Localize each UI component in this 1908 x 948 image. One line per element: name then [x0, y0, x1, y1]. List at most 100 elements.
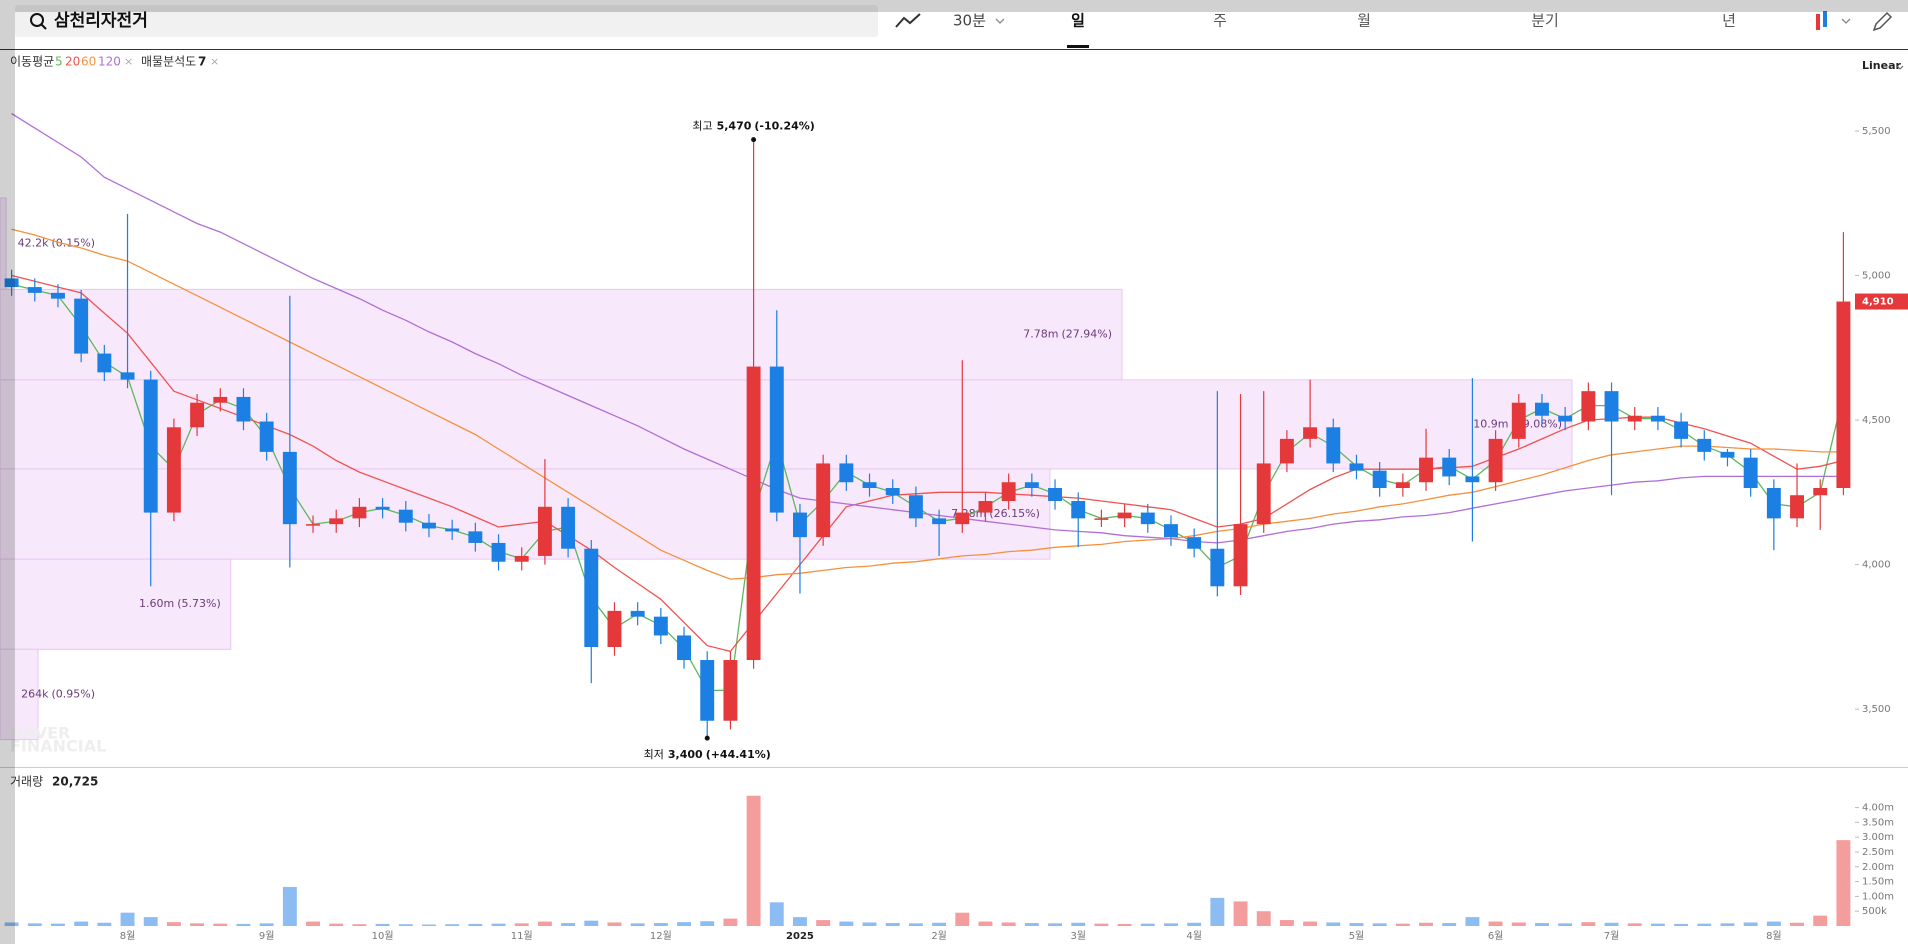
volume-bar [143, 917, 158, 926]
extreme-change: (+44.41%) [706, 748, 771, 761]
volume-tick-label: 500k [1862, 906, 1887, 917]
volume-bar [422, 924, 436, 926]
x-tick-label: 3월 [1070, 930, 1086, 942]
candle-body [166, 427, 181, 513]
candle-body [700, 660, 715, 721]
volume-bar [1465, 917, 1480, 926]
watermark: NAVER [10, 724, 70, 743]
volume-bar [1395, 923, 1410, 926]
volume-bar [51, 923, 65, 926]
volume-bar [908, 923, 923, 926]
candle-body [422, 522, 436, 529]
candle-body [1627, 415, 1642, 422]
y-tick-label: 3,500 [1862, 704, 1891, 715]
volume-bar [97, 922, 112, 926]
remove-ma[interactable]: × [124, 55, 133, 68]
extreme-change: (-10.24%) [754, 120, 814, 133]
volume-bar [677, 922, 691, 926]
volume-bar [653, 923, 668, 926]
candle-icon[interactable] [1816, 14, 1820, 30]
scale-mode[interactable]: Linear [1862, 59, 1901, 72]
ma-legend: 60 [81, 55, 96, 69]
volume-bar [1674, 923, 1689, 926]
volume-bar [793, 917, 807, 926]
volume-bar [1558, 923, 1573, 926]
candle-body [1419, 457, 1433, 483]
period-tab[interactable]: 주 [1213, 12, 1227, 30]
candle-body [607, 610, 622, 648]
volume-bar [213, 923, 228, 926]
volume-bar [1720, 923, 1735, 926]
volume-bar [839, 921, 854, 926]
candle-body [491, 542, 506, 562]
volume-bar [1372, 923, 1387, 926]
volume-bar [1210, 897, 1225, 926]
volume-bar [190, 923, 205, 926]
candle-body [537, 506, 552, 556]
candle-body [213, 396, 228, 403]
candle-body [1697, 438, 1712, 452]
volume-bar [1187, 922, 1202, 926]
volume-bar [120, 912, 135, 926]
moving-average-line [11, 274, 1844, 653]
candle-body [1558, 415, 1573, 422]
candle-body [816, 463, 831, 538]
y-tick-label: 5,500 [1862, 126, 1891, 137]
draw-icon[interactable] [1872, 11, 1893, 32]
last-price-tag [1855, 293, 1908, 310]
volume-bar [1813, 915, 1828, 926]
extreme-label: 최고 5,470 (-10.24%) [692, 120, 814, 133]
volume-bar [468, 923, 483, 926]
extreme-value: 3,400 [668, 748, 703, 761]
y-tick-label: 5,000 [1862, 271, 1891, 282]
volume-bar [1581, 922, 1596, 926]
candle-body [1465, 476, 1480, 483]
period-tab[interactable]: 년 [1722, 12, 1736, 30]
volume-bar [700, 921, 715, 926]
volume-bar [1071, 922, 1086, 926]
volume-bar [1349, 923, 1364, 926]
volume-tick-label: 1.00m [1862, 891, 1894, 902]
volume-bar [445, 924, 460, 926]
search-box[interactable] [15, 5, 878, 37]
volume-bar [1743, 922, 1758, 926]
y-tick-label: 4,000 [1862, 560, 1891, 571]
candle-body [1256, 463, 1271, 525]
interval-select[interactable]: 30분 [953, 12, 986, 30]
ma-legend: 120 [98, 55, 121, 69]
volume-bar [236, 923, 251, 926]
profile-share: (26.15%) [989, 507, 1040, 520]
candle-body [1140, 512, 1155, 525]
indicator-icon[interactable] [895, 13, 921, 28]
volume-tick-label: 3.00m [1862, 832, 1894, 843]
profile-label: 매물분석도 [141, 55, 196, 69]
candle-icon[interactable] [1823, 11, 1827, 27]
y-tick-label: 4,500 [1862, 415, 1891, 426]
volume-bar [1627, 923, 1642, 926]
x-tick-label: 10월 [372, 930, 394, 942]
volume-bar [375, 923, 390, 926]
moving-average-line [11, 228, 1844, 580]
x-tick-label: 5월 [1349, 930, 1365, 942]
period-tab[interactable]: 월 [1357, 12, 1371, 30]
period-tab[interactable]: 일 [1071, 12, 1085, 30]
volume-bar [1279, 920, 1294, 926]
volume-tick-label: 2.00m [1862, 862, 1894, 873]
candle-body [561, 506, 576, 549]
profile-volume: 10.9m [1473, 417, 1508, 430]
candle-body [793, 512, 807, 538]
volume-title: 거래량 [10, 775, 43, 789]
volume-bar [1419, 922, 1433, 926]
candle-body [514, 555, 529, 562]
volume-profile-band [0, 288, 1123, 381]
remove-profile[interactable]: × [210, 55, 219, 68]
extreme-prefix: 최저 [644, 748, 664, 761]
period-tab[interactable]: 분기 [1531, 12, 1559, 30]
volume-bar [1766, 921, 1781, 926]
volume-bar [1048, 923, 1062, 926]
volume-tick-label: 3.50m [1862, 817, 1894, 828]
candle-body [1094, 518, 1109, 520]
profile-volume: 7.78m [1023, 328, 1058, 341]
candle-body [1488, 438, 1503, 483]
volume-bar [1790, 922, 1804, 926]
